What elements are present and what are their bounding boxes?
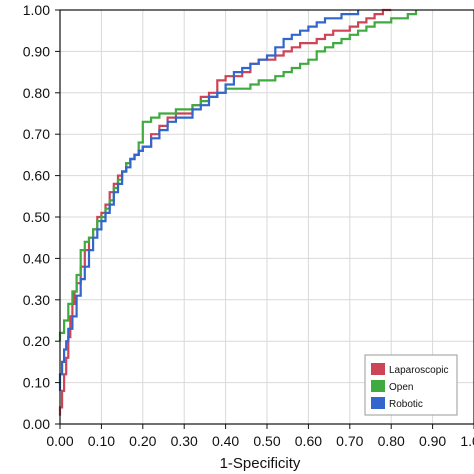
- y-tick-label: 0.30: [23, 292, 50, 308]
- x-tick-label: 0.50: [253, 433, 280, 449]
- legend-swatch-laparoscopic: [371, 363, 385, 375]
- x-axis-ticks: 0.00 0.10 0.20 0.30 0.40 0.50 0.60 0.70 0.80 0.90…: [46, 424, 474, 449]
- y-tick-label: 0.50: [23, 209, 50, 225]
- x-tick-label: 0.90: [419, 433, 446, 449]
- legend-swatch-open: [371, 380, 385, 392]
- y-tick-label: 0.80: [23, 85, 50, 101]
- legend-label-laparoscopic: Laparoscopic: [389, 365, 448, 376]
- y-tick-label: 0.90: [23, 43, 50, 59]
- y-tick-label: 0.70: [23, 126, 50, 142]
- x-axis-title: 1-Specificity: [220, 455, 301, 472]
- y-tick-label: 0.20: [23, 333, 50, 349]
- y-axis-ticks: 0.00 0.10 0.20 0.30 0.40 0.50 0.60 0.70 0.80 0.90…: [23, 2, 60, 432]
- x-tick-label: 0.00: [46, 433, 73, 449]
- y-tick-label: 0.10: [23, 375, 50, 391]
- series-line-open: [58, 10, 418, 342]
- series-lines: [58, 8, 418, 416]
- legend-label-open: Open: [389, 382, 413, 393]
- x-tick-label: 0.10: [88, 433, 115, 449]
- legend: Laparoscopic Open Robotic: [364, 354, 458, 416]
- x-tick-label: 1.00: [460, 433, 474, 449]
- x-tick-label: 0.70: [336, 433, 363, 449]
- y-tick-label: 0.60: [23, 168, 50, 184]
- x-tick-label: 0.60: [295, 433, 322, 449]
- y-tick-label: 1.00: [23, 2, 50, 18]
- legend-label-robotic: Robotic: [389, 399, 423, 410]
- x-tick-label: 0.80: [378, 433, 405, 449]
- x-tick-label: 0.30: [171, 433, 198, 449]
- y-tick-label: 0.40: [23, 250, 50, 266]
- x-tick-label: 0.20: [129, 433, 156, 449]
- y-tick-label: 0.00: [23, 416, 50, 432]
- series-line-robotic: [58, 10, 360, 391]
- x-tick-label: 0.40: [212, 433, 239, 449]
- legend-swatch-robotic: [371, 397, 385, 409]
